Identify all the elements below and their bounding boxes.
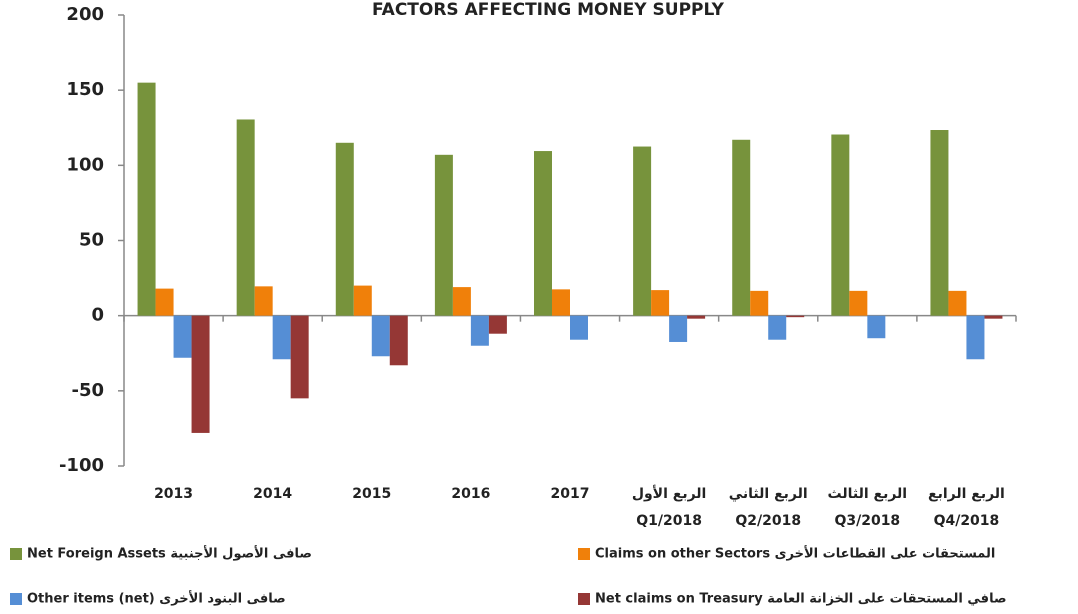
bar [452, 287, 471, 316]
bar [470, 315, 489, 346]
bar [335, 142, 354, 316]
x-tick-label: 2014 [253, 486, 292, 502]
bar [434, 154, 453, 316]
x-tick-label: الربع الرابع Q4/2018 [928, 486, 1005, 529]
bar [687, 315, 706, 319]
x-tick-label: 2017 [551, 486, 590, 502]
bar [155, 288, 174, 316]
bar [651, 290, 670, 316]
legend-label: Other items (net) صافى البنود الأخرى [27, 590, 286, 607]
legend-swatch [578, 593, 590, 605]
bar [371, 315, 390, 357]
x-tick-label: 2016 [451, 486, 490, 502]
bar [984, 315, 1003, 319]
y-tick-label: -50 [71, 380, 104, 401]
x-tick-label: الربع الثالث Q3/2018 [828, 486, 908, 529]
legend-swatch [10, 548, 22, 560]
legend-label: Claims on other Sectors المستحقات على ال… [595, 545, 995, 562]
y-tick-label: -100 [59, 455, 104, 476]
bar [786, 315, 805, 318]
bar [831, 134, 850, 316]
bar [389, 315, 408, 366]
bar [966, 315, 985, 360]
x-tick-label: 2013 [154, 486, 193, 502]
bar [930, 130, 949, 316]
legend-swatch [578, 548, 590, 560]
bar [236, 119, 255, 316]
bar [633, 146, 652, 316]
bar [488, 315, 507, 334]
bar [732, 139, 751, 316]
y-tick-label: 100 [66, 154, 104, 175]
x-tick-label: 2015 [352, 486, 391, 502]
bar [768, 315, 787, 340]
bar [552, 289, 570, 316]
bar [290, 315, 309, 399]
legend-swatch [10, 593, 22, 605]
bar [173, 315, 192, 358]
bar [867, 315, 886, 339]
bar [137, 82, 156, 316]
x-tick-label: الربع الثاني Q2/2018 [729, 486, 808, 529]
bar [570, 315, 588, 340]
y-tick-label: 150 [66, 79, 104, 100]
bar [534, 151, 552, 316]
y-tick-label: 0 [91, 305, 104, 326]
bar [191, 315, 210, 433]
bar [353, 285, 372, 316]
bar [849, 290, 868, 316]
y-tick-label: 200 [66, 4, 104, 25]
bar [272, 315, 291, 360]
bar [750, 290, 769, 316]
x-tick-label: الربع الأول Q1/2018 [632, 485, 707, 529]
chart-title: FACTORS AFFECTING MONEY SUPPLY [372, 0, 725, 20]
y-tick-label: 50 [79, 230, 104, 251]
bar [669, 315, 688, 342]
bar [948, 290, 967, 316]
legend-label: Net claims on Treasury صافي المستحقات عل… [595, 592, 1007, 607]
legend-label: Net Foreign Assets صافى الأصول الأجنبية [27, 545, 312, 562]
bar [254, 286, 273, 316]
